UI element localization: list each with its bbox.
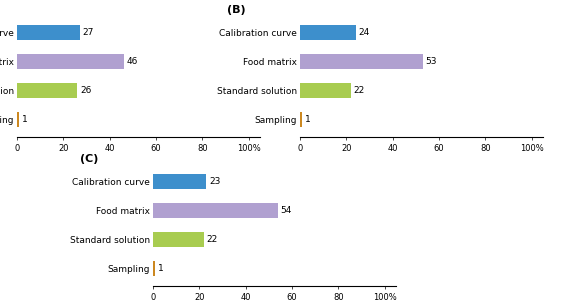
Text: 26: 26 [80, 86, 91, 95]
Bar [17, 54, 123, 69]
Text: 22: 22 [207, 235, 218, 244]
Text: (C): (C) [80, 154, 98, 164]
Bar [300, 54, 423, 69]
Text: 22: 22 [354, 86, 365, 95]
Bar [17, 112, 19, 127]
Text: 1: 1 [22, 115, 28, 124]
Text: (B): (B) [227, 5, 246, 16]
Bar [153, 232, 204, 247]
Text: 1: 1 [158, 264, 164, 273]
Text: 46: 46 [126, 57, 138, 66]
Text: 53: 53 [426, 57, 437, 66]
Bar [300, 83, 351, 98]
Bar [153, 203, 278, 218]
Bar [300, 25, 355, 40]
Bar [17, 25, 80, 40]
Bar [17, 83, 77, 98]
Bar [300, 112, 302, 127]
Bar [153, 261, 155, 276]
Bar [153, 174, 206, 189]
Text: 1: 1 [305, 115, 311, 124]
Text: 54: 54 [281, 206, 292, 215]
Text: 27: 27 [82, 28, 94, 37]
Text: 23: 23 [209, 177, 220, 186]
Text: 24: 24 [358, 28, 370, 37]
